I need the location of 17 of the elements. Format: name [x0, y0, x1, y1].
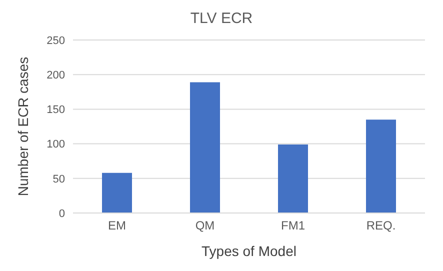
y-tick-label: 0 [58, 208, 65, 220]
y-axis-title: Number of ECR cases [14, 56, 31, 196]
y-tick-label: 150 [46, 104, 65, 116]
y-tick-label: 100 [46, 138, 65, 151]
bar [190, 82, 220, 213]
x-axis-title: Types of Model [202, 243, 296, 259]
y-tick-label: 200 [46, 70, 65, 82]
x-tick-label: QM [195, 218, 215, 233]
bar [278, 144, 308, 213]
y-tick-label: 50 [52, 173, 65, 186]
chart-title: TLV ECR [189, 9, 254, 29]
bar [102, 172, 132, 213]
x-tick-label: REQ. [366, 218, 396, 233]
bar [366, 120, 396, 213]
y-tick-label: 250 [46, 34, 65, 47]
x-tick-label: FM1 [281, 218, 306, 233]
x-tick-label: EM [108, 218, 126, 233]
